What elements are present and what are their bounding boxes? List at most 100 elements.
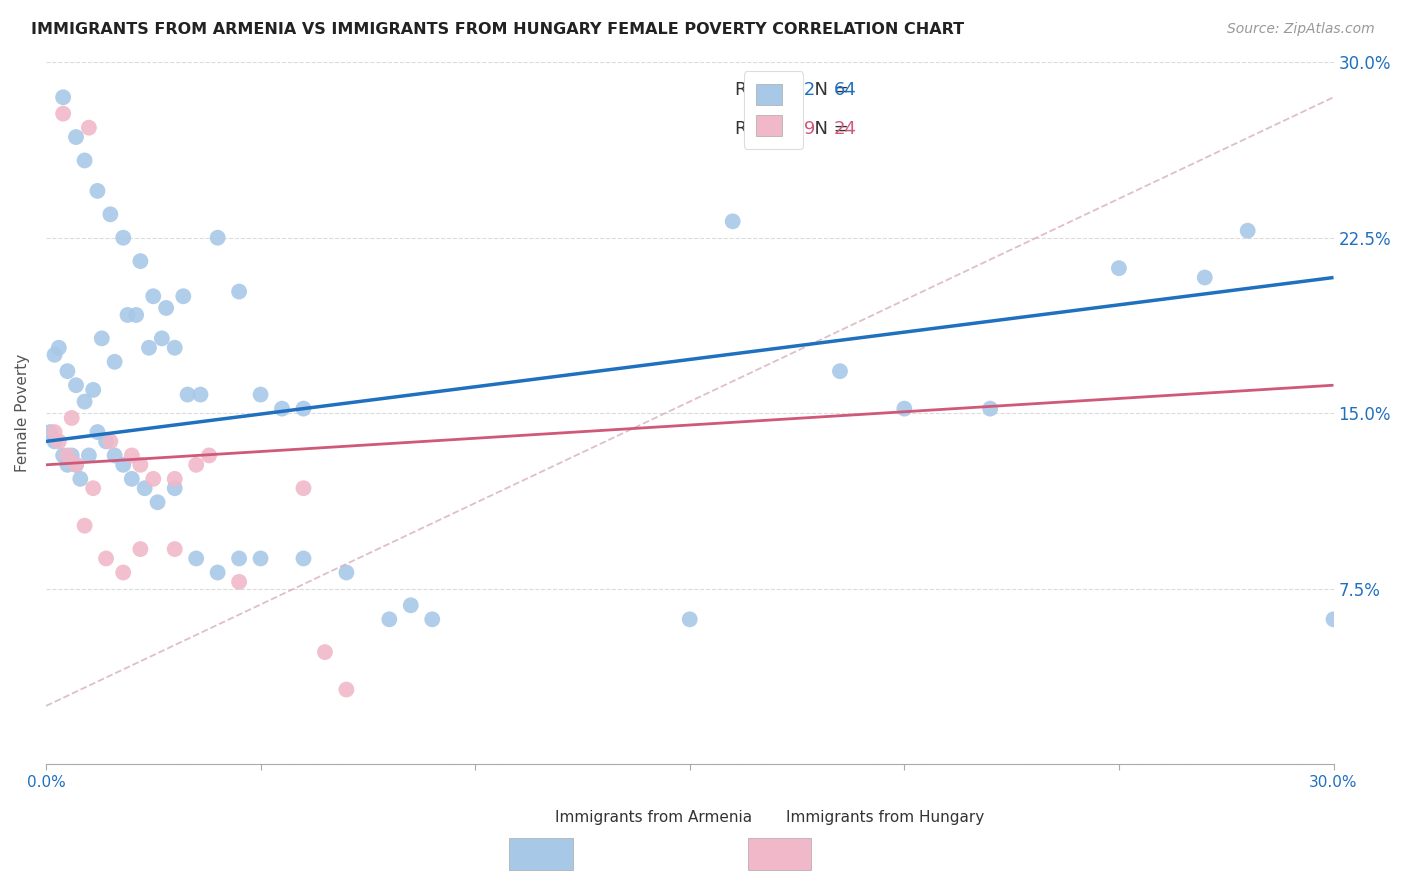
Point (104, 355, 127, 369)
Text: R =: R = (735, 120, 773, 138)
Point (228, 285, 250, 299)
Point (399, 599, 422, 613)
Point (65, 130, 87, 145)
Point (98, 434, 121, 449)
Point (155, 301, 177, 315)
Point (129, 458, 152, 472)
Point (335, 566, 357, 580)
Point (77, 120, 100, 135)
Point (60, 411, 83, 425)
Point (186, 551, 208, 566)
Point (82, 481, 104, 495)
Point (121, 449, 143, 463)
Point (1108, 261, 1130, 276)
Point (979, 401, 1001, 416)
Point (73, 394, 96, 409)
Point (314, 645, 336, 659)
Point (94, 551, 117, 566)
Point (172, 289, 194, 303)
Point (176, 387, 198, 401)
Point (146, 495, 169, 509)
Point (73, 518, 96, 533)
Point (198, 449, 221, 463)
Point (73, 153, 96, 168)
Point (163, 472, 186, 486)
Text: IMMIGRANTS FROM ARMENIA VS IMMIGRANTS FROM HUNGARY FEMALE POVERTY CORRELATION CH: IMMIGRANTS FROM ARMENIA VS IMMIGRANTS FR… (31, 22, 965, 37)
Point (129, 254, 152, 268)
Point (163, 542, 186, 557)
Point (129, 542, 152, 557)
Point (86, 184, 108, 198)
Point (163, 341, 186, 355)
Point (271, 401, 294, 416)
Point (207, 566, 229, 580)
Point (48, 341, 70, 355)
Point (112, 458, 135, 472)
Y-axis label: Female Poverty: Female Poverty (15, 354, 30, 473)
Point (52, 106, 75, 120)
Point (378, 612, 401, 626)
Point (52, 90, 75, 104)
Point (44, 425, 66, 439)
Point (186, 458, 208, 472)
Point (112, 231, 135, 245)
Point (1194, 270, 1216, 285)
Text: N =: N = (803, 120, 855, 138)
Text: N =: N = (803, 81, 855, 99)
Point (420, 612, 443, 626)
Point (1236, 224, 1258, 238)
Point (142, 289, 165, 303)
Text: Immigrants from Hungary: Immigrants from Hungary (786, 810, 984, 824)
Point (98, 207, 121, 221)
Point (125, 308, 148, 322)
Point (190, 387, 212, 401)
Point (90, 331, 112, 345)
Point (163, 481, 186, 495)
Point (828, 364, 851, 378)
Point (48, 434, 70, 449)
Text: 0.179: 0.179 (765, 120, 815, 138)
Point (249, 551, 271, 566)
Point (121, 472, 143, 486)
Point (228, 574, 250, 589)
Point (60, 449, 83, 463)
Point (44, 434, 66, 449)
Text: 24: 24 (834, 120, 856, 138)
Text: 0.182: 0.182 (765, 81, 815, 99)
Legend: , : , (744, 71, 803, 149)
Text: Immigrants from Armenia: Immigrants from Armenia (554, 810, 752, 824)
Point (893, 401, 915, 416)
Point (721, 214, 744, 228)
Point (94, 434, 117, 449)
Text: 64: 64 (834, 81, 856, 99)
Point (134, 481, 156, 495)
Point (104, 449, 127, 463)
Point (82, 383, 104, 397)
Point (77, 449, 100, 463)
Point (56, 449, 79, 463)
Point (69, 472, 91, 486)
Point (39, 425, 62, 439)
Point (207, 231, 229, 245)
Point (56, 458, 79, 472)
Point (65, 458, 87, 472)
Point (117, 308, 139, 322)
Point (292, 401, 315, 416)
Point (679, 612, 702, 626)
Point (138, 341, 160, 355)
Point (52, 449, 75, 463)
Text: R =: R = (735, 81, 773, 99)
Point (65, 378, 87, 392)
Point (142, 472, 165, 486)
Point (56, 364, 79, 378)
Point (65, 458, 87, 472)
Point (249, 387, 271, 401)
Point (292, 551, 315, 566)
Point (86, 425, 108, 439)
Point (112, 566, 135, 580)
Point (292, 481, 315, 495)
Point (335, 682, 357, 697)
Point (150, 331, 173, 345)
Point (1322, 612, 1344, 626)
Text: Source: ZipAtlas.com: Source: ZipAtlas.com (1227, 22, 1375, 37)
